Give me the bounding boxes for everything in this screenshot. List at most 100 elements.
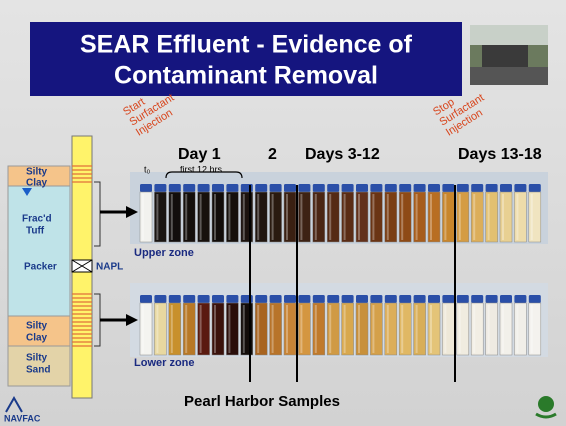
vial-cap — [212, 184, 224, 192]
period-label: Days 13-18 — [458, 146, 542, 163]
vial — [283, 191, 297, 243]
vial-cap — [384, 295, 397, 303]
vial-cap — [140, 184, 152, 192]
vial-cap — [255, 295, 268, 303]
vial-cap — [140, 295, 152, 303]
arrowhead — [126, 314, 138, 326]
layer-fracd-tuff — [7, 185, 71, 317]
vial-cap — [183, 295, 196, 303]
vial-cap — [327, 295, 340, 303]
packer-x — [71, 259, 93, 273]
vial-cap — [298, 295, 311, 303]
vial-cap — [514, 295, 527, 303]
vial-shine — [286, 305, 288, 353]
layer-silty-sand — [7, 345, 71, 387]
vial — [341, 302, 354, 356]
vial-cap — [183, 184, 196, 192]
vial-shine — [199, 194, 202, 240]
vial — [269, 191, 282, 243]
vial-shine — [473, 194, 476, 240]
vial — [254, 302, 268, 356]
vial-cap — [399, 184, 412, 192]
vial-cap — [384, 184, 397, 192]
vial-shine — [502, 194, 504, 240]
navfac-logo — [5, 395, 23, 413]
period-label: 2 — [268, 146, 277, 163]
vial-shine — [343, 305, 346, 353]
caption: Pearl Harbor Samples — [184, 393, 340, 410]
water-table — [22, 188, 32, 196]
vial — [514, 191, 527, 243]
vial — [456, 191, 470, 243]
vial-shine — [156, 194, 159, 240]
zone-label: Lower zone — [134, 357, 195, 369]
vial-cap — [428, 295, 440, 303]
vial-shine — [502, 305, 504, 353]
vial — [442, 302, 455, 356]
vial-cap — [356, 295, 368, 303]
vial-shine — [170, 305, 173, 353]
vial-cap — [456, 295, 469, 303]
vial-shine — [156, 305, 159, 353]
vial — [254, 191, 268, 243]
vial-shine — [458, 194, 461, 240]
vial — [139, 302, 153, 356]
vial-cap — [399, 295, 412, 303]
vial-cap — [413, 184, 426, 192]
vial-cap — [356, 184, 368, 192]
layer-silty-clay — [7, 315, 71, 347]
vial-shine — [487, 305, 490, 353]
vial — [398, 302, 412, 356]
layer-label: Tuff — [26, 226, 45, 237]
period-label: Day 1 — [178, 146, 221, 163]
vial-cap — [471, 295, 484, 303]
epa-logo — [538, 396, 554, 412]
photo-wall — [470, 67, 548, 85]
vial — [370, 191, 383, 243]
vial-cap — [312, 184, 325, 192]
vial — [427, 302, 441, 356]
arrowhead — [126, 206, 138, 218]
layer-label: Silty — [26, 321, 48, 332]
vial-shine — [286, 194, 288, 240]
vial-cap — [442, 184, 455, 192]
vial — [298, 191, 311, 243]
vial — [470, 191, 484, 243]
bracket — [165, 171, 243, 179]
vial-shine — [473, 305, 476, 353]
vial-shine — [257, 305, 260, 353]
vial-shine — [401, 305, 404, 353]
vial-shine — [401, 194, 404, 240]
vial-shine — [487, 194, 490, 240]
vial-shine — [530, 305, 533, 353]
vial — [197, 191, 210, 243]
navfac-label: NAVFAC — [4, 413, 41, 423]
vial-cap — [428, 184, 440, 192]
vial — [528, 302, 542, 356]
vial — [154, 191, 167, 243]
vial-cap — [312, 295, 325, 303]
vial — [456, 302, 470, 356]
vial-cap — [442, 295, 455, 303]
vial-shine — [516, 305, 519, 353]
vial-shine — [170, 194, 173, 240]
vial — [485, 302, 498, 356]
vial — [470, 302, 484, 356]
period-label: Days 3-12 — [305, 146, 380, 163]
vial — [312, 191, 326, 243]
vial-shine — [329, 305, 332, 353]
vial — [154, 302, 167, 356]
vial — [499, 302, 513, 356]
vial-shine — [271, 194, 274, 240]
vial — [355, 302, 369, 356]
vial-cap — [327, 184, 340, 192]
bracket — [94, 293, 101, 347]
vial-shine — [358, 305, 360, 353]
vial — [226, 191, 239, 243]
vial-shine — [415, 194, 418, 240]
vial-shine — [214, 305, 216, 353]
bracket — [94, 181, 101, 247]
vial-cap — [284, 184, 296, 192]
title-box — [30, 22, 462, 96]
vial-cap — [255, 184, 268, 192]
